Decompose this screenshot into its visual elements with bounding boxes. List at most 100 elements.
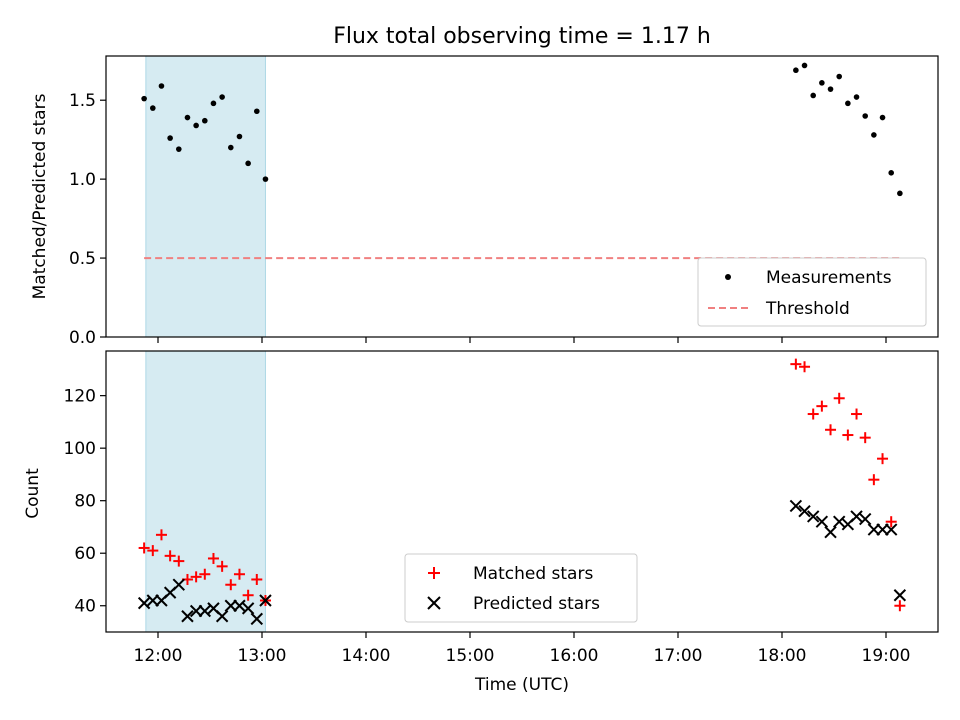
- measurement-point: [853, 94, 860, 100]
- measurement-point: [845, 100, 851, 107]
- observing-span: [145, 56, 266, 337]
- predicted-star-point: [832, 515, 846, 528]
- predicted-star-point: [259, 594, 272, 607]
- top-axes-frame: [105, 55, 939, 338]
- xtick-label: 14:00: [342, 646, 391, 666]
- matched-star-point: [216, 560, 228, 572]
- predicted-star-stroke-b: [241, 602, 255, 615]
- top-y-axis-label: Matched/Predicted stars: [30, 93, 50, 299]
- top-ytick-label: 0.0: [69, 328, 96, 348]
- predicted-star-stroke-b: [181, 610, 194, 623]
- predicted-star-point: [241, 602, 255, 615]
- predicted-star-point: [789, 499, 803, 513]
- predicted-star-point: [815, 515, 829, 528]
- measurement-point: [819, 80, 825, 86]
- matched-star-point: [825, 424, 837, 436]
- matched-star-point: [816, 400, 828, 412]
- xtick-label: 17:00: [654, 646, 703, 666]
- measurement-point: [836, 73, 842, 80]
- matched-star-point: [833, 392, 845, 404]
- matched-star-point: [799, 361, 811, 373]
- matched-star-point: [199, 568, 211, 580]
- measurement-point: [810, 92, 816, 99]
- measurement-point: [219, 94, 225, 100]
- measurement-point: [150, 105, 156, 111]
- measurement-point: [897, 190, 903, 197]
- predicted-star-stroke-b: [250, 612, 264, 626]
- measurement-point: [827, 86, 834, 92]
- matched-star-point: [807, 408, 819, 420]
- predicted-star-point: [172, 578, 186, 591]
- matched-star-point: [842, 429, 854, 441]
- matched-star-point: [790, 358, 802, 370]
- chart-title: Flux total observing time = 1.17 h: [333, 24, 711, 49]
- predicted-star-stroke-b: [858, 512, 872, 526]
- matched-star-point: [251, 573, 263, 585]
- observing-span: [145, 351, 266, 632]
- measurement-point: [801, 62, 808, 69]
- predicted-star-point: [884, 523, 898, 536]
- predicted-star-point: [198, 604, 212, 618]
- predicted-star-stroke-b: [259, 594, 272, 607]
- predicted-star-stroke-b: [798, 504, 811, 518]
- predicted-star-point: [806, 510, 820, 523]
- bottom-y-axis-label: Count: [23, 468, 43, 519]
- predicted-star-point: [233, 599, 246, 612]
- predicted-star-stroke-b: [172, 578, 186, 591]
- matched-star-point: [173, 555, 185, 567]
- measurement-point: [862, 113, 868, 119]
- bottom-ytick-label: 100: [64, 439, 96, 459]
- legend-measurements-label: Measurements: [766, 268, 892, 288]
- bottom-panel: 40 60 80 100 120 12:00 13:00 14:00 15:00 16:00 17…: [23, 350, 939, 695]
- predicted-star-point: [824, 525, 837, 539]
- measurement-point: [879, 114, 886, 121]
- matched-star-point: [190, 571, 202, 583]
- predicted-star-stroke-b: [893, 589, 907, 602]
- measurement-point: [167, 135, 173, 141]
- xtick-label: 15:00: [446, 646, 495, 666]
- predicted-star-point: [850, 510, 863, 523]
- matched-star-point: [233, 568, 245, 580]
- predicted-star-stroke-b: [815, 515, 829, 528]
- xtick-label: 18:00: [758, 646, 807, 666]
- predicted-star-stroke-b: [824, 525, 837, 539]
- matched-star-point: [155, 529, 167, 541]
- bottom-legend: Matched stars Predicted stars: [404, 553, 638, 623]
- bottom-axes-frame: [105, 350, 939, 633]
- matched-star-point: [851, 408, 863, 420]
- measurement-point: [158, 83, 165, 89]
- predicted-star-point: [893, 589, 907, 602]
- measurement-point: [888, 170, 894, 176]
- x-axis-label: Time (UTC): [474, 675, 569, 695]
- predicted-star-stroke-b: [198, 604, 212, 618]
- measurement-point: [871, 132, 877, 138]
- top-ytick-label: 1.5: [69, 91, 96, 111]
- predicted-star-point: [215, 610, 229, 623]
- matched-star-point: [885, 516, 897, 528]
- measurement-point: [228, 144, 234, 151]
- matched-star-point: [242, 589, 254, 601]
- legend-matched-label: Matched stars: [473, 564, 593, 584]
- predicted-star-stroke-b: [832, 515, 846, 528]
- predicted-star-point: [858, 512, 872, 526]
- measurement-point: [141, 95, 147, 102]
- top-ytick-label: 0.5: [69, 249, 96, 269]
- xtick-label: 12:00: [134, 646, 183, 666]
- predicted-star-stroke-b: [806, 510, 820, 523]
- predicted-star-stroke-b: [789, 499, 803, 513]
- measurement-point: [262, 176, 269, 182]
- xtick-label: 16:00: [550, 646, 599, 666]
- measurement-point: [193, 122, 199, 129]
- bottom-ytick-label: 60: [74, 544, 96, 564]
- xtick-label: 13:00: [238, 646, 287, 666]
- matched-star-point: [868, 474, 880, 486]
- predicted-star-stroke-b: [850, 510, 863, 523]
- measurement-point: [245, 160, 251, 167]
- matched-star-point: [225, 579, 237, 591]
- xtick-label: 19:00: [862, 646, 911, 666]
- predicted-star-point: [137, 596, 151, 610]
- legend-predicted-label: Predicted stars: [473, 594, 600, 614]
- measurement-point: [253, 108, 260, 115]
- measurement-point: [202, 117, 208, 124]
- bottom-ytick-label: 120: [64, 387, 96, 407]
